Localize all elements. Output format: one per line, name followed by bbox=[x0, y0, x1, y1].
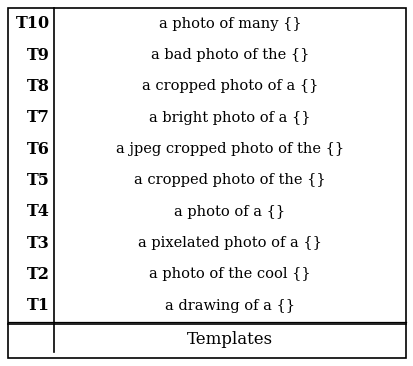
Text: a cropped photo of the {}: a cropped photo of the {} bbox=[134, 173, 325, 187]
Text: a pixelated photo of a {}: a pixelated photo of a {} bbox=[138, 236, 321, 250]
Text: a bad photo of the {}: a bad photo of the {} bbox=[150, 48, 309, 62]
Text: Templates: Templates bbox=[186, 332, 272, 348]
Text: a drawing of a {}: a drawing of a {} bbox=[164, 299, 294, 313]
Text: T9: T9 bbox=[27, 46, 50, 64]
Text: T3: T3 bbox=[27, 235, 50, 252]
Text: T8: T8 bbox=[27, 78, 50, 95]
Text: T1: T1 bbox=[27, 297, 50, 314]
Text: T10: T10 bbox=[16, 15, 50, 32]
Text: T2: T2 bbox=[27, 266, 50, 283]
Text: a jpeg cropped photo of the {}: a jpeg cropped photo of the {} bbox=[116, 142, 343, 156]
Text: a photo of many {}: a photo of many {} bbox=[158, 17, 301, 31]
Text: T6: T6 bbox=[27, 141, 50, 158]
Text: T5: T5 bbox=[27, 172, 50, 189]
Text: a photo of a {}: a photo of a {} bbox=[174, 205, 285, 219]
Text: a bright photo of a {}: a bright photo of a {} bbox=[149, 111, 310, 125]
Text: a cropped photo of a {}: a cropped photo of a {} bbox=[141, 79, 317, 93]
Text: T4: T4 bbox=[27, 203, 50, 220]
Text: a photo of the cool {}: a photo of the cool {} bbox=[149, 268, 310, 281]
Text: T7: T7 bbox=[27, 109, 50, 126]
